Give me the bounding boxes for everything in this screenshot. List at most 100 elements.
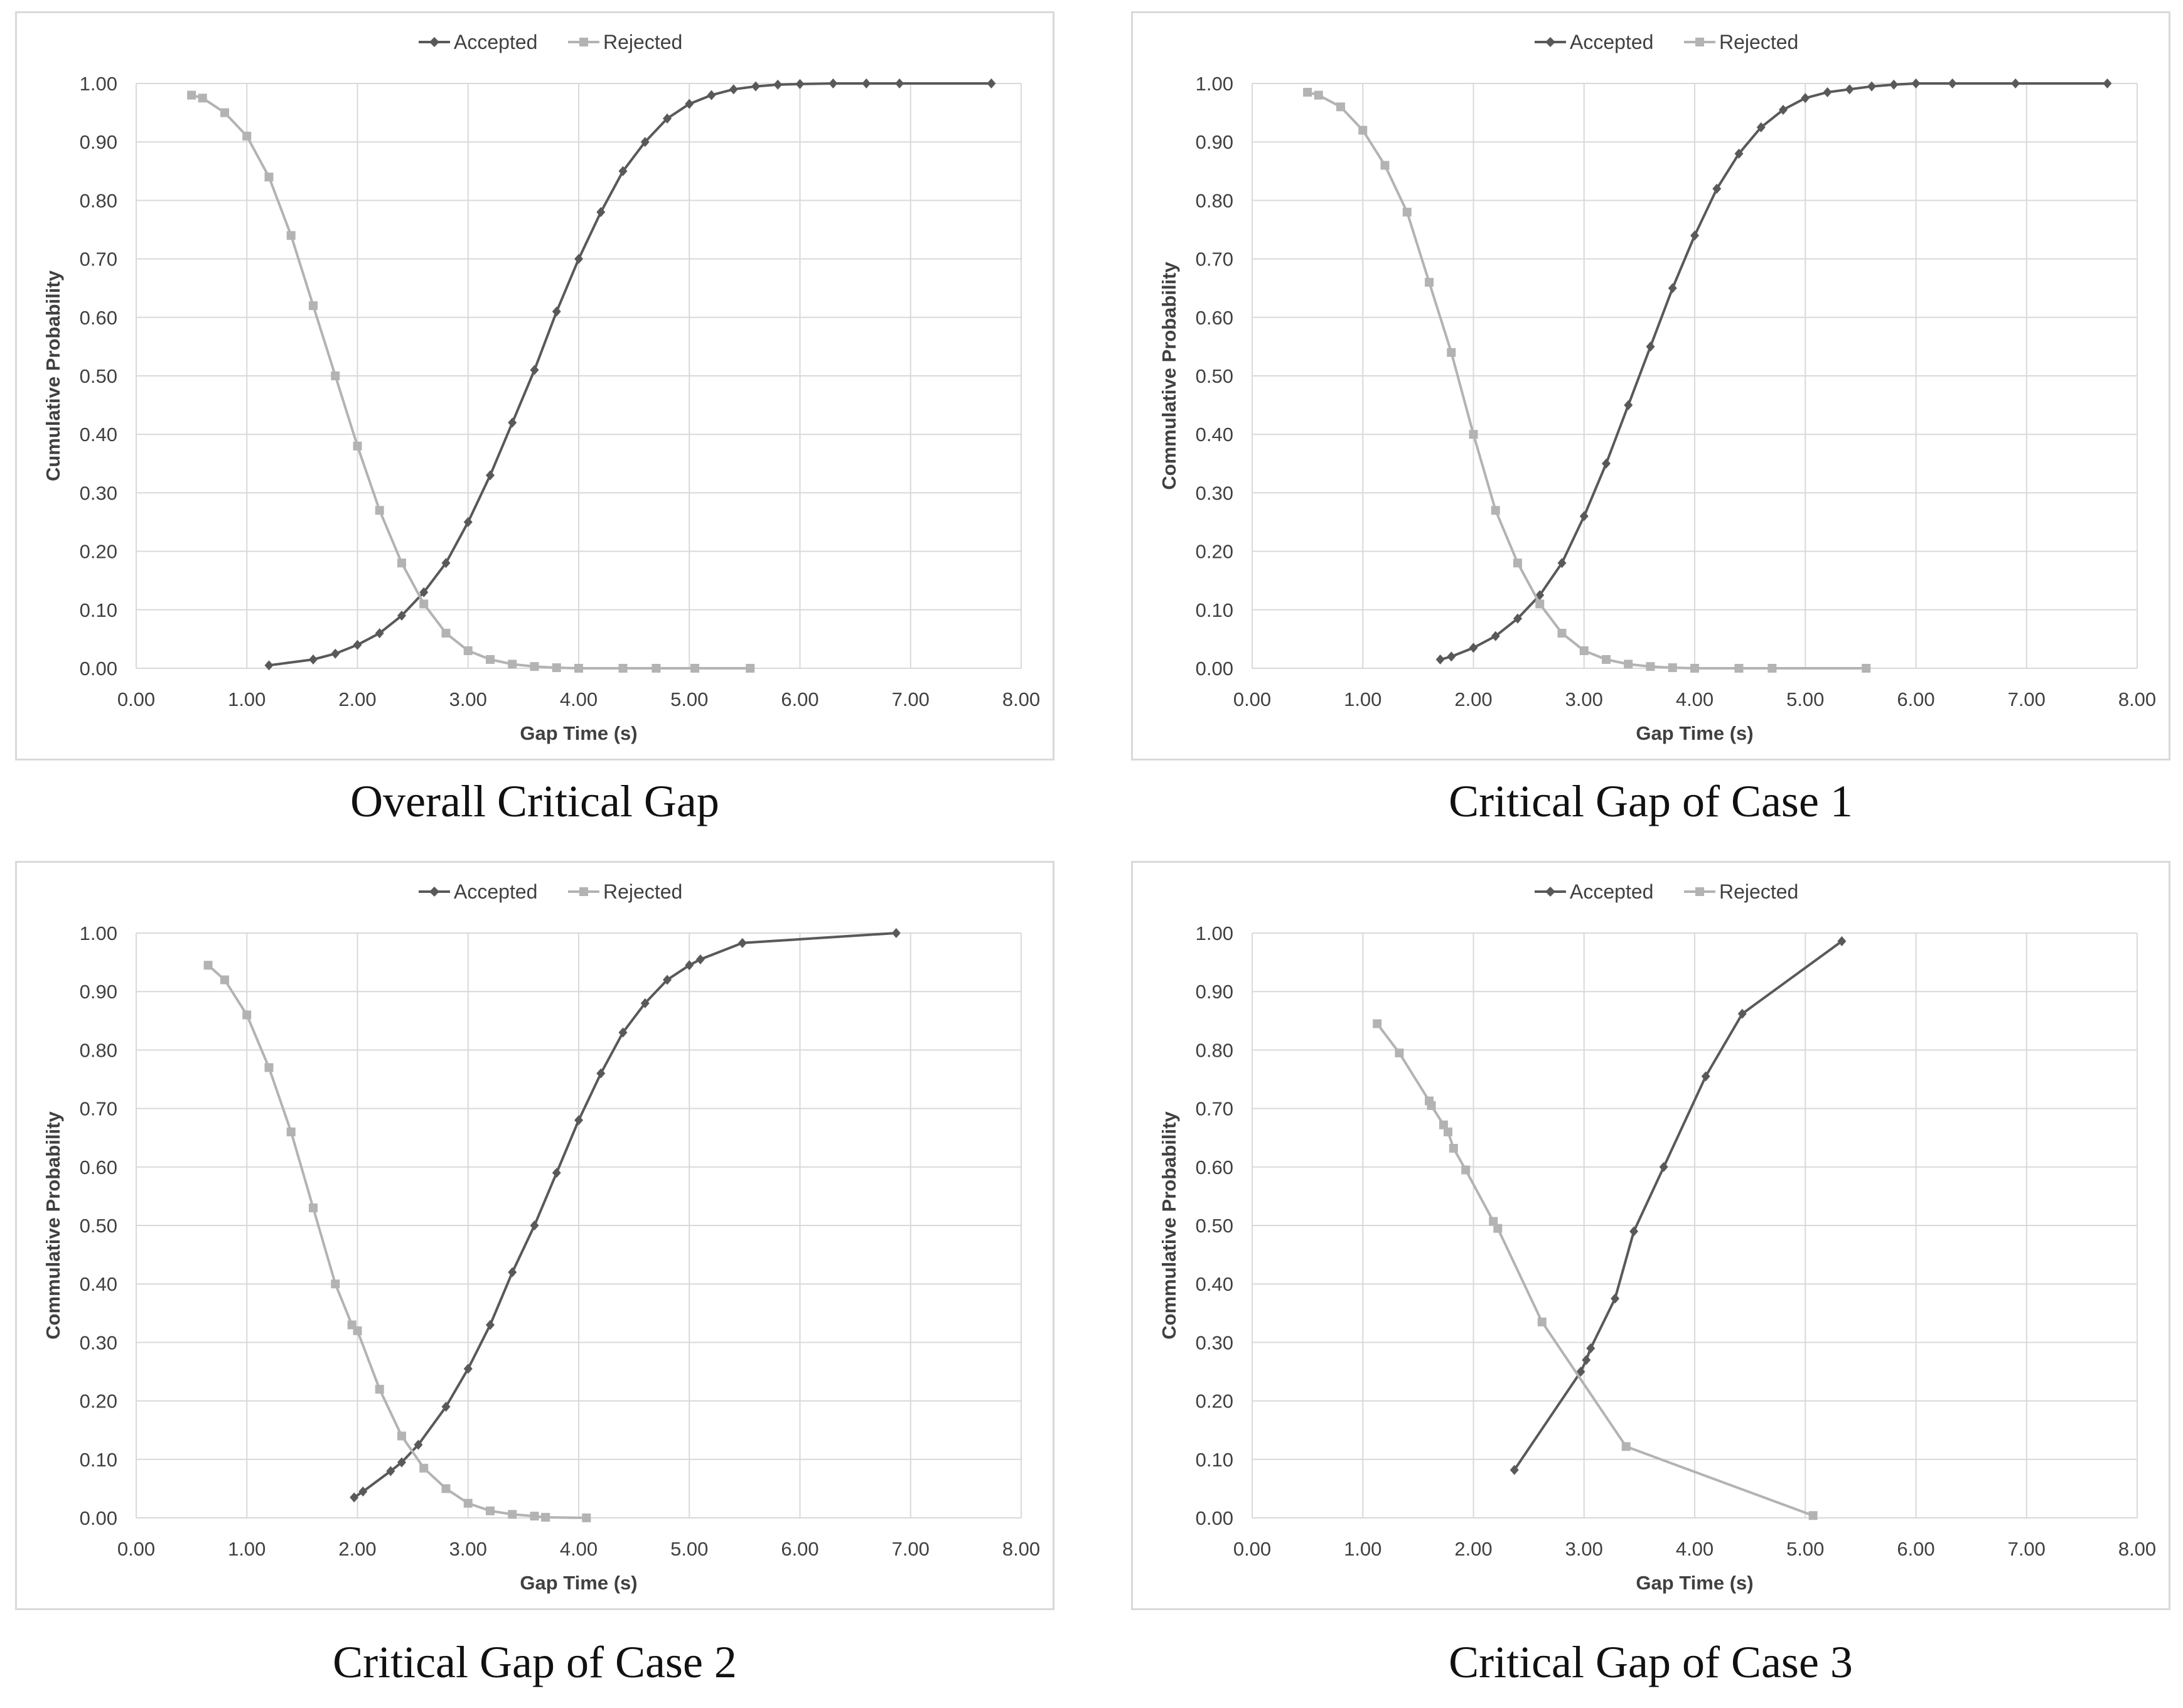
accepted-point <box>1712 183 1722 194</box>
rejected-point <box>582 1513 591 1522</box>
y-tick-label: 0.70 <box>1196 248 1233 270</box>
y-tick-label: 0.40 <box>1196 424 1233 446</box>
rejected-point <box>1358 125 1368 135</box>
accepted-point <box>331 648 340 659</box>
x-tick-label: 4.00 <box>560 688 598 710</box>
x-tick-label: 0.00 <box>117 1538 155 1560</box>
accepted-point <box>1602 458 1611 469</box>
series-accepted-line <box>1513 940 1843 1471</box>
accepted-point <box>1737 1008 1747 1019</box>
accepted-point <box>618 166 628 176</box>
y-tick-label: 0.10 <box>1196 599 1233 621</box>
accepted-point <box>773 79 783 90</box>
accepted-point <box>640 137 650 147</box>
accepted-point <box>1659 1161 1668 1172</box>
rejected-point <box>375 1384 384 1394</box>
x-tick-label: 4.00 <box>560 1538 598 1560</box>
chart-frame: 0.00 0.10 0.20 0.30 0.40 0.50 0.60 0.70 0.80 0.90… <box>1131 11 2170 761</box>
y-tick-label: 0.70 <box>1196 1098 1233 1120</box>
rejected-point <box>618 664 628 673</box>
rejected-point <box>1395 1049 1404 1058</box>
rejected-point <box>1402 208 1412 217</box>
accepted-point <box>685 960 694 971</box>
accepted-point <box>1734 148 1744 159</box>
rejected-point <box>1427 1101 1436 1110</box>
accepted-point <box>414 1439 423 1450</box>
rejected-point <box>486 655 495 665</box>
accepted-point <box>707 90 716 100</box>
rejected-point <box>1314 90 1323 100</box>
accepted-point <box>309 654 318 665</box>
y-tick-label: 0.30 <box>1196 482 1233 504</box>
x-tick-label: 4.00 <box>1676 1538 1714 1560</box>
x-tick-label: 5.00 <box>1786 688 1824 710</box>
y-tick-label: 0.50 <box>80 365 117 387</box>
accepted-point <box>1586 1343 1596 1353</box>
accepted-point <box>663 974 672 985</box>
rejected-point <box>286 231 296 240</box>
accepted-point <box>1756 122 1766 132</box>
x-tick-label: 6.00 <box>781 1538 818 1560</box>
x-tick-label: 0.00 <box>117 688 155 710</box>
legend-accepted-marker <box>429 37 439 47</box>
accepted-point <box>386 1466 395 1476</box>
y-tick-label: 0.50 <box>1196 365 1233 387</box>
rejected-point <box>1425 277 1434 287</box>
rejected-point <box>353 1326 362 1335</box>
rejected-point <box>397 1431 406 1441</box>
y-tick-label: 0.30 <box>1196 1332 1233 1353</box>
series-accepted-line <box>269 82 992 667</box>
y-tick-label: 0.80 <box>80 1039 117 1061</box>
accepted-point <box>1491 631 1500 641</box>
legend-rejected-marker <box>1695 887 1704 896</box>
accepted-point <box>463 517 473 527</box>
rejected-point <box>463 646 473 656</box>
accepted-point <box>1513 613 1522 624</box>
accepted-point <box>530 1220 539 1230</box>
rejected-point <box>1439 1120 1448 1129</box>
rejected-point <box>1767 664 1777 673</box>
rejected-point <box>1303 87 1312 97</box>
rejected-point <box>690 664 700 673</box>
rejected-point <box>1557 629 1567 638</box>
rejected-point <box>574 664 583 673</box>
chart-frame: 0.00 0.10 0.20 0.30 0.40 0.50 0.60 0.70 0.80 0.90… <box>1131 861 2170 1610</box>
legend-rejected-label: Rejected <box>603 880 682 903</box>
legend-rejected-label: Rejected <box>1719 31 1798 53</box>
rejected-point <box>220 108 229 117</box>
x-axis-label: Gap Time (s) <box>1636 1572 1753 1594</box>
x-tick-label: 0.00 <box>1233 1538 1271 1560</box>
legend-rejected-label: Rejected <box>1719 880 1798 903</box>
x-tick-label: 7.00 <box>892 688 930 710</box>
accepted-point <box>1779 104 1788 115</box>
series-accepted-line <box>353 932 896 1499</box>
x-tick-label: 2.00 <box>1454 688 1492 710</box>
rejected-point <box>746 664 755 673</box>
accepted-point <box>1447 651 1456 662</box>
accepted-point <box>1624 400 1633 410</box>
series-rejected-line <box>207 964 587 1519</box>
accepted-point <box>441 1401 451 1412</box>
chart-critical-gap-case-1: 0.00 0.10 0.20 0.30 0.40 0.50 0.60 0.70 0.80 0.90… <box>1158 31 2156 744</box>
series-rejected-line <box>1376 1023 1814 1517</box>
rejected-point <box>486 1506 495 1515</box>
y-tick-label: 0.80 <box>80 189 117 211</box>
rejected-point <box>419 1463 429 1473</box>
series-rejected-line <box>191 93 751 670</box>
legend-accepted-marker <box>1545 37 1555 47</box>
rejected-point <box>1602 655 1611 665</box>
x-tick-label: 8.00 <box>1002 688 1040 710</box>
x-tick-label: 7.00 <box>2008 688 2046 710</box>
x-tick-label: 3.00 <box>1565 1538 1603 1560</box>
rejected-point <box>397 558 406 568</box>
y-tick-label: 0.60 <box>1196 307 1233 329</box>
rejected-point <box>309 1204 318 1213</box>
y-tick-label: 0.00 <box>80 658 117 680</box>
accepted-point <box>1867 81 1876 92</box>
x-tick-label: 5.00 <box>670 688 708 710</box>
accepted-point <box>1668 283 1677 294</box>
x-tick-label: 7.00 <box>892 1538 930 1560</box>
accepted-point <box>353 639 362 650</box>
rejected-point <box>1862 664 1871 673</box>
rejected-point <box>220 975 229 985</box>
